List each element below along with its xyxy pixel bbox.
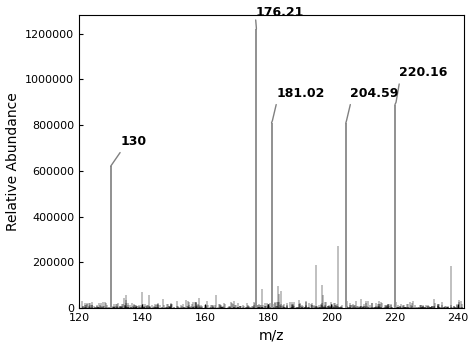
Text: 204.59: 204.59 [350, 87, 399, 100]
Y-axis label: Relative Abundance: Relative Abundance [6, 92, 19, 231]
Text: 176.21: 176.21 [255, 6, 304, 19]
Text: 220.16: 220.16 [399, 66, 447, 79]
Text: 130: 130 [120, 135, 146, 148]
Text: 181.02: 181.02 [276, 87, 325, 100]
X-axis label: m/z: m/z [259, 329, 284, 342]
